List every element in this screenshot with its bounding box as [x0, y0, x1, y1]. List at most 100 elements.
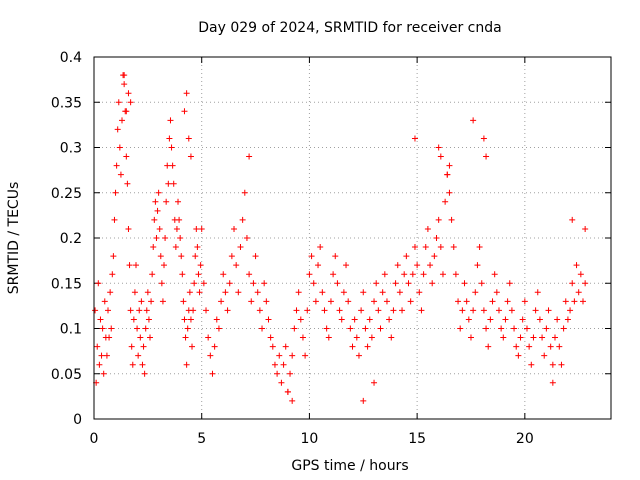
data-point: [158, 280, 165, 287]
data-point: [457, 325, 464, 332]
data-point: [513, 343, 520, 350]
data-point: [125, 225, 132, 232]
data-point: [135, 352, 142, 359]
data-point: [105, 307, 112, 314]
data-point: [100, 370, 107, 377]
data-point: [147, 334, 154, 341]
data-point: [159, 298, 166, 305]
data-point: [178, 253, 185, 260]
data-point: [241, 189, 248, 196]
y-axis-label: SRMTID / TECUs: [6, 182, 22, 295]
data-point: [437, 244, 444, 251]
data-point: [545, 307, 552, 314]
data-point: [450, 244, 457, 251]
data-point: [371, 298, 378, 305]
data-point: [411, 244, 418, 251]
data-point: [246, 153, 253, 160]
data-point: [259, 325, 266, 332]
data-point: [414, 262, 421, 269]
data-point: [364, 343, 371, 350]
data-point: [330, 271, 337, 278]
y-tick-label: 0.35: [51, 95, 82, 111]
data-point: [317, 244, 324, 251]
data-point: [220, 271, 227, 278]
data-point: [498, 325, 505, 332]
data-point: [353, 334, 360, 341]
x-tick-label: 15: [408, 431, 426, 447]
data-point: [143, 307, 150, 314]
data-point: [123, 153, 130, 160]
data-point: [99, 325, 106, 332]
data-point: [571, 298, 578, 305]
data-point: [196, 289, 203, 296]
data-point: [164, 162, 171, 169]
data-point: [190, 307, 197, 314]
data-point: [183, 90, 190, 97]
data-point: [556, 343, 563, 350]
data-point: [355, 352, 362, 359]
data-point: [308, 253, 315, 260]
data-point: [121, 81, 128, 88]
data-point: [291, 325, 298, 332]
data-point: [187, 316, 194, 323]
data-point: [250, 280, 257, 287]
data-point: [166, 135, 173, 142]
data-point: [377, 325, 384, 332]
data-point: [554, 316, 561, 323]
data-point: [156, 225, 163, 232]
data-point: [144, 289, 151, 296]
data-point: [149, 271, 156, 278]
data-point: [470, 307, 477, 314]
data-point: [577, 271, 584, 278]
data-point: [463, 298, 470, 305]
data-point: [246, 271, 253, 278]
data-point: [150, 244, 157, 251]
data-point: [182, 334, 189, 341]
data-point: [97, 316, 104, 323]
y-tick-label: 0.1: [60, 322, 82, 338]
data-point: [110, 253, 117, 260]
data-point: [343, 262, 350, 269]
data-point: [489, 298, 496, 305]
data-point: [98, 352, 105, 359]
data-point: [523, 325, 530, 332]
data-point: [519, 316, 526, 323]
data-point: [405, 280, 412, 287]
data-point: [263, 298, 270, 305]
data-point: [472, 289, 479, 296]
data-point: [521, 298, 528, 305]
data-point: [276, 352, 283, 359]
y-tick-label: 0.05: [51, 367, 82, 383]
data-point: [109, 271, 116, 278]
data-points: [92, 72, 589, 404]
data-point: [347, 325, 354, 332]
data-point: [401, 271, 408, 278]
data-point: [474, 262, 481, 269]
data-point: [141, 370, 148, 377]
data-point: [315, 262, 322, 269]
data-point: [403, 253, 410, 260]
data-point: [573, 262, 580, 269]
data-point: [282, 343, 289, 350]
data-point: [195, 271, 202, 278]
data-point: [532, 307, 539, 314]
data-point: [112, 189, 119, 196]
data-point: [177, 235, 184, 241]
data-point: [194, 244, 201, 251]
data-point: [111, 216, 118, 223]
data-point: [124, 180, 131, 187]
data-point: [113, 162, 120, 169]
data-point: [239, 216, 246, 223]
data-point: [231, 225, 238, 232]
data-point: [517, 334, 524, 341]
data-point: [107, 289, 114, 296]
data-point: [487, 316, 494, 323]
y-tick-label: 0.25: [51, 186, 82, 202]
data-point: [564, 316, 571, 323]
data-point: [420, 271, 427, 278]
data-point: [162, 235, 169, 241]
data-point: [327, 298, 334, 305]
data-point: [399, 307, 406, 314]
data-point: [551, 334, 558, 341]
